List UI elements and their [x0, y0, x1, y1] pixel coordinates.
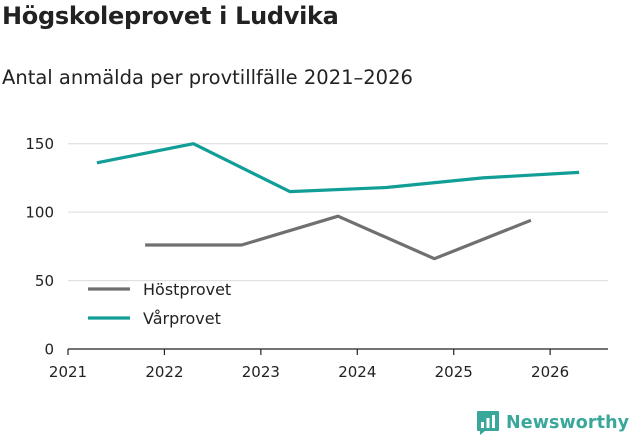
newsworthy-logo-icon [477, 411, 499, 435]
legend-label-2: Vårprovet [143, 309, 221, 328]
x-tick-label-2026: 2026 [531, 363, 569, 381]
legend-label-1: Höstprovet [143, 280, 231, 299]
series-line-1 [145, 214, 532, 261]
line-chart: 0 50 100 150 2021 2022 2023 2024 2025 2026 Höstpro… [25, 135, 608, 381]
x-tick-label-2023: 2023 [242, 363, 280, 381]
x-tick-label-2025: 2025 [435, 363, 473, 381]
y-tick-label-150: 150 [25, 135, 54, 153]
x-tick-label-2024: 2024 [338, 363, 376, 381]
brand-logo: Newsworthy [476, 408, 629, 438]
chart-title: Högskoleprovet i Ludvika [2, 2, 339, 30]
y-tick-label-100: 100 [25, 204, 54, 222]
series-line-2 [96, 142, 580, 194]
x-tick-label-2021: 2021 [49, 363, 87, 381]
x-tick-label-2022: 2022 [145, 363, 183, 381]
y-tick-label-50: 50 [35, 272, 54, 290]
chart-subtitle: Antal anmälda per provtillfälle 2021–202… [2, 66, 413, 89]
y-tick-label-0: 0 [44, 341, 54, 359]
brand-name: Newsworthy [506, 413, 630, 433]
